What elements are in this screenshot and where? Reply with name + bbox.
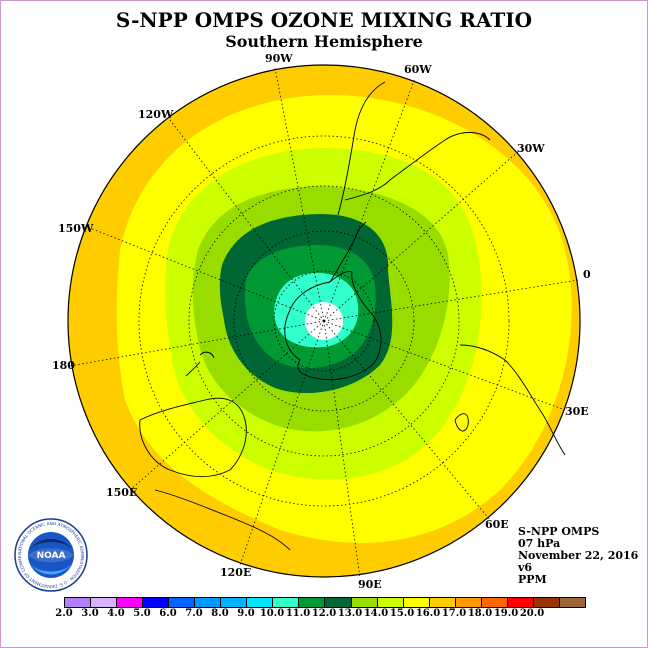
info-level: 07 hPa [518,537,561,550]
colorbar-tick-label: 12.0 [311,608,337,619]
noaa-logo: NATIONAL OCEANIC AND ATMOSPHERIC ADMINIS… [14,518,88,592]
colorbar-tick-label: 7.0 [185,608,203,619]
colorbar-segment [143,598,170,607]
lon-label-90e: 90E [358,578,382,591]
colorbar-tick-label: 5.0 [133,608,151,619]
colorbar-segment [351,598,378,607]
colorbar-segment [247,598,274,607]
colorbar-segment [221,598,248,607]
colorbar-tick-label: 14.0 [363,608,389,619]
colorbar-tick-label: 16.0 [415,608,441,619]
longitude-labels: 90W 60W 30W 0 30E 60E 90E 120E 150E 180 … [52,52,591,591]
colorbar-tick-label: 6.0 [159,608,177,619]
colorbar-segment [299,598,326,607]
info-instrument: S-NPP OMPS [518,525,600,538]
colorbar-segment [91,598,118,607]
lon-label-60e: 60E [485,518,509,531]
colorbar-tick-label: 8.0 [211,608,229,619]
colorbar-segment [429,598,456,607]
map-boundary [67,64,581,578]
colorbar-segment [195,598,222,607]
colorbar-segment [481,598,508,607]
antarctica-coastline [284,271,382,381]
colorbar-tick-label: 4.0 [107,608,125,619]
antarctic-peninsula [329,221,367,283]
colorbar-tick-label: 10.0 [259,608,285,619]
colorbar-segment [559,598,585,607]
colorbar-segment [377,598,404,607]
colorbar-segment [507,598,534,607]
colorbar-segment [533,598,560,607]
colorbar-tick-label: 2.0 [55,608,73,619]
colorbar-tick-label: 18.0 [467,608,493,619]
colorbar-tick-label: 17.0 [441,608,467,619]
chart-title: S-NPP OMPS OZONE MIXING RATIO [115,8,533,32]
lon-label-120w: 120W [138,108,174,121]
colorbar-segment [455,598,482,607]
colorbar-segment [325,598,352,607]
info-units: PPM [518,573,547,586]
colorbar-segment [65,598,92,607]
lon-label-30e: 30E [565,405,589,418]
colorbar-tick-label: 20.0 [519,608,545,619]
colorbar-segment [169,598,196,607]
colorbar-segment [117,598,144,607]
lon-label-180: 180 [52,359,75,372]
graticule [69,67,579,579]
lon-label-150e: 150E [106,486,137,499]
info-block: S-NPP OMPS 07 hPa November 22, 2016 v6 P… [518,526,638,586]
colorbar-tick-label: 9.0 [237,608,255,619]
colorbar-segment [273,598,300,607]
logo-text: NOAA [37,551,66,561]
australia-coastline [139,397,247,478]
colorbar-ticks: 2.0 3.0 4.0 5.0 6.0 7.0 8.0 9.0 10.0 11.0 12.0 13.0… [55,608,584,622]
lon-label-150w: 150W [58,222,94,235]
madagascar-coastline [454,413,469,432]
colorbar-tick-label: 11.0 [285,608,311,619]
lon-label-120e: 120E [220,566,251,579]
coastlines [139,81,566,551]
lon-label-60w: 60W [404,63,432,76]
lon-label-90w: 90W [265,52,293,65]
info-version: v6 [518,561,533,574]
colorbar [64,597,586,608]
colorbar-tick-label: 15.0 [389,608,415,619]
new-zealand-coastline [185,351,215,377]
colorbar-segment [403,598,430,607]
indonesia-coastline [154,489,291,551]
colorbar-tick-label: 3.0 [81,608,99,619]
ozone-field [68,65,580,577]
lon-label-30w: 30W [517,142,545,155]
colorbar-tick-label: 13.0 [337,608,363,619]
chart-subtitle: Southern Hemisphere [225,32,423,51]
info-date: November 22, 2016 [518,549,639,562]
africa-coastline [459,344,566,456]
lon-label-0: 0 [583,268,591,281]
south-america-coastline [337,81,491,216]
colorbar-tick-label: 19.0 [493,608,519,619]
